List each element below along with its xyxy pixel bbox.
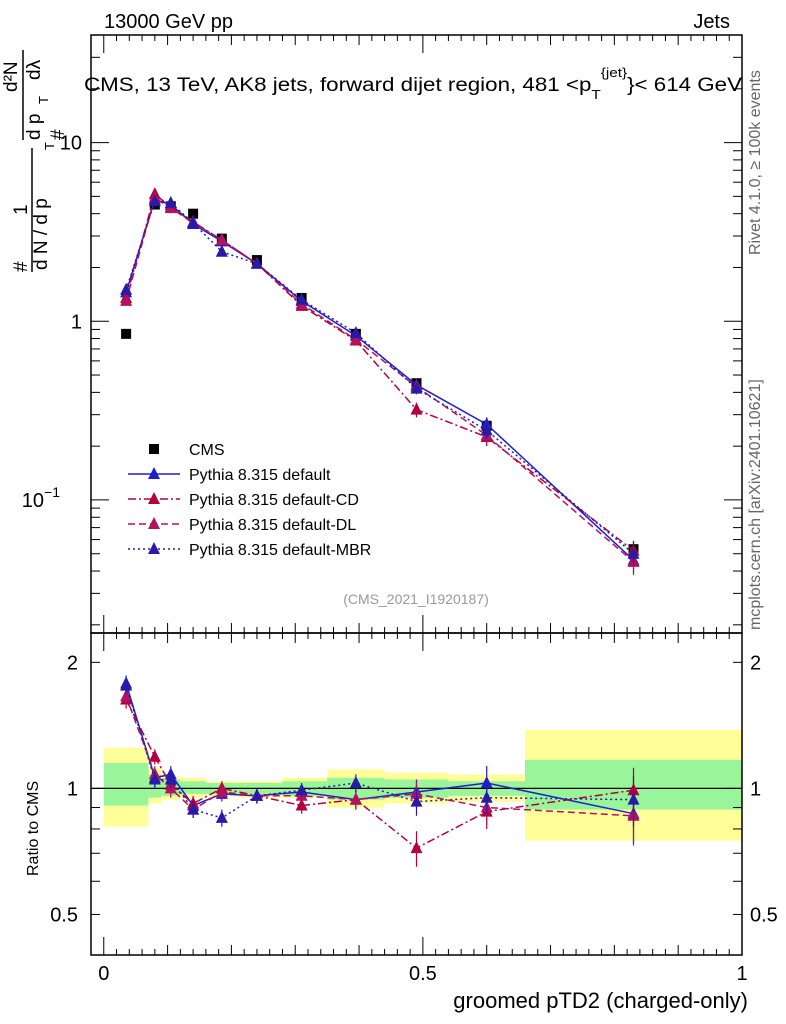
legend-label: Pythia 8.315 default xyxy=(189,467,331,484)
mc-data-point xyxy=(215,232,228,245)
title-sup: {jet} xyxy=(601,65,628,80)
ratio-data-point xyxy=(410,841,423,854)
ratio-data-point xyxy=(148,772,161,785)
main-y-tick-label-base: 10 xyxy=(22,490,44,512)
ratio-y-axis-label: Ratio to CMS xyxy=(25,781,42,876)
ratio-data-point xyxy=(120,689,133,702)
mc-data-point xyxy=(120,293,133,306)
ratio-data-point xyxy=(148,749,161,762)
legend-marker-square xyxy=(149,444,159,454)
mc-data-point xyxy=(250,256,263,269)
ylabel-hash-2: # xyxy=(48,129,69,140)
mc-data-point xyxy=(627,546,640,559)
x-axis-label: groomed pTD2 (charged-only) xyxy=(453,988,748,1013)
ratio-y-tick-label-left: 0.5 xyxy=(50,904,78,926)
ratio-data-point xyxy=(480,775,493,788)
ylabel-t-sub-2: T xyxy=(36,96,51,104)
ratio-y-tick-label-right: 1 xyxy=(750,778,761,800)
mc-data-point xyxy=(295,292,308,305)
main-series-1 xyxy=(120,192,640,574)
legend-marker-triangle xyxy=(148,467,160,479)
legend-label: Pythia 8.315 default-DL xyxy=(189,517,356,534)
main-y-tick-label-base: 10 xyxy=(60,133,82,155)
analysis-label: (CMS_2021_I1920187) xyxy=(343,591,489,607)
uncertainty-band-inner xyxy=(103,762,149,806)
ratio-y-tick-label-left: 2 xyxy=(67,652,78,674)
legend-marker-triangle xyxy=(148,492,160,504)
category-label: Jets xyxy=(693,11,730,33)
legend-label: CMS xyxy=(189,442,225,459)
main-series-4 xyxy=(120,194,640,566)
main-y-axis-label: # 1 d N / d p T # d²N d p T dλ xyxy=(1,50,69,272)
x-tick-label: 0 xyxy=(98,963,109,985)
title-text-before: CMS, 13 TeV, AK8 jets, forward dijet reg… xyxy=(84,75,591,96)
ratio-data-point xyxy=(164,772,177,785)
ratio-series-3 xyxy=(120,677,640,827)
title-sub: T xyxy=(591,87,600,102)
mc-data-point xyxy=(349,325,362,338)
uncertainty-bands xyxy=(103,729,742,841)
ratio-data-point xyxy=(187,802,200,815)
main-y-tick-label-base: 1 xyxy=(71,311,82,333)
mc-data-point xyxy=(410,402,423,415)
mc-data-point xyxy=(480,423,493,436)
ratio-data-point xyxy=(295,798,308,811)
ratio-data-point xyxy=(410,794,423,807)
ylabel-d2n: d²N xyxy=(1,61,22,92)
main-title: CMS, 13 TeV, AK8 jets, forward dijet reg… xyxy=(84,65,742,102)
mc-data-point xyxy=(187,215,200,228)
ylabel-dlambda: dλ xyxy=(24,59,45,80)
main-y-tick-label: 10−1 xyxy=(22,484,60,512)
ylabel-dn-dpt: d N / d p xyxy=(31,198,52,270)
ratio-y-tick-label-left: 1 xyxy=(67,778,78,800)
ratio-data-point xyxy=(627,792,640,805)
ylabel-one: 1 xyxy=(11,204,32,215)
x-tick-label: 0.5 xyxy=(409,963,437,985)
ratio-data-point xyxy=(120,678,133,691)
rivet-label: Rivet 4.1.0, ≥ 100k events xyxy=(747,70,764,255)
ylabel-dpt: d p xyxy=(24,114,45,140)
mc-data-point xyxy=(148,194,161,207)
legend-label: Pythia 8.315 default-MBR xyxy=(189,542,371,559)
main-y-tick-label: 1 xyxy=(71,311,82,333)
legend-marker-triangle xyxy=(148,542,160,554)
ratio-data-point xyxy=(295,783,308,796)
ylabel-hash-1: # xyxy=(11,261,32,272)
ratio-data-point xyxy=(480,790,493,803)
mc-data-point xyxy=(410,381,423,394)
ratio-panel: 0.5 0.5 1 1 2 2 0 0.5 1 xyxy=(50,632,778,985)
cms-data-point xyxy=(188,208,199,219)
ratio-data-point xyxy=(349,792,362,805)
ratio-data-point xyxy=(215,810,228,823)
legend-label: Pythia 8.315 default-CD xyxy=(189,492,359,509)
mc-data-point xyxy=(120,282,133,295)
mcplots-label: mcplots.cern.ch [arXiv:2401.10621] xyxy=(747,379,764,630)
ratio-frame xyxy=(90,632,743,956)
main-y-tick-label: 10 xyxy=(60,133,82,155)
mc-data-point xyxy=(349,332,362,345)
mc-data-point xyxy=(164,195,177,208)
uncertainty-band-inner xyxy=(180,781,206,794)
energy-label: 13000 GeV pp xyxy=(104,11,233,33)
title-text-after: }< 614 GeV xyxy=(627,75,742,96)
ylabel-t-sub-1: T xyxy=(42,142,57,150)
x-tick-label: 1 xyxy=(736,963,747,985)
ratio-data-point xyxy=(250,788,263,801)
ratio-data-point xyxy=(349,775,362,788)
legend-marker-triangle xyxy=(148,517,160,529)
main-y-tick-label-exponent: −1 xyxy=(44,484,60,500)
legend: CMS Pythia 8.315 default Pythia 8.315 defa… xyxy=(128,442,371,559)
cms-data-point xyxy=(121,328,132,339)
ratio-data-point xyxy=(215,785,228,798)
mc-data-point xyxy=(215,244,228,257)
ratio-y-tick-label-right: 0.5 xyxy=(750,904,778,926)
ratio-y-tick-label-right: 2 xyxy=(750,652,761,674)
